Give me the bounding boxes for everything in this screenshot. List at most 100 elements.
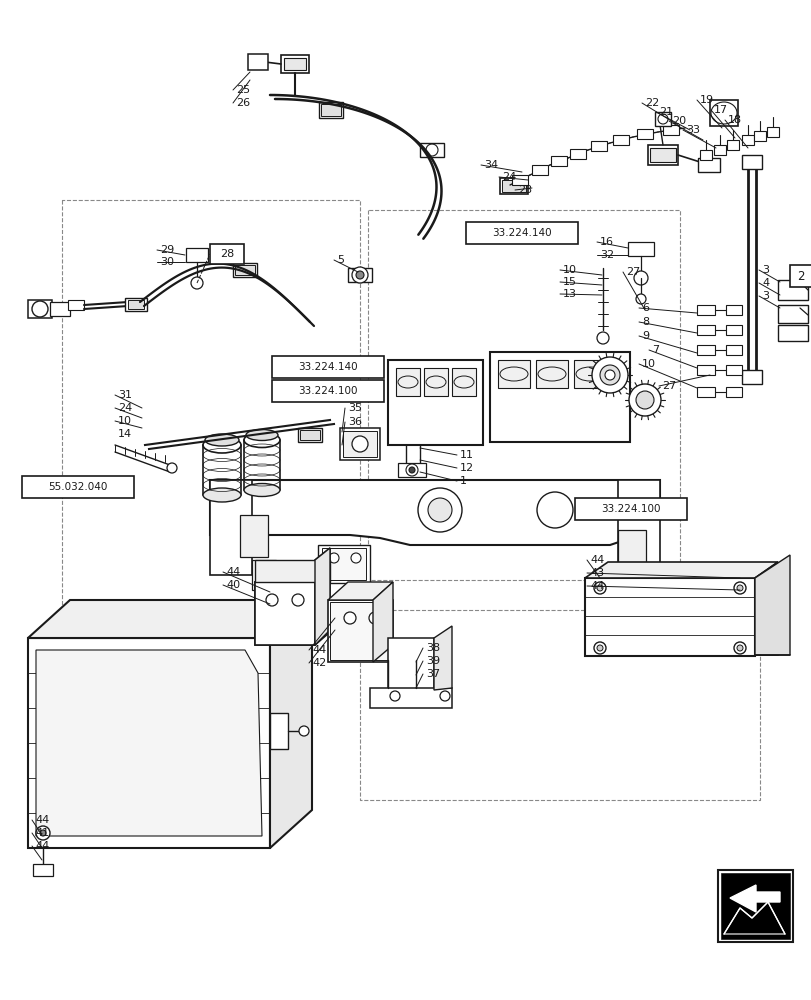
Bar <box>663 125 678 135</box>
Ellipse shape <box>246 430 277 440</box>
Bar <box>388 360 483 445</box>
Ellipse shape <box>243 432 280 448</box>
Text: 24: 24 <box>501 172 516 182</box>
Bar <box>649 148 676 162</box>
Bar <box>240 515 268 557</box>
Bar <box>272 380 384 402</box>
Bar <box>654 112 670 126</box>
Ellipse shape <box>203 488 241 502</box>
Text: 33.224.140: 33.224.140 <box>491 228 551 238</box>
Circle shape <box>733 642 745 654</box>
Circle shape <box>733 582 745 594</box>
Bar <box>281 55 309 73</box>
Text: 44: 44 <box>590 581 603 591</box>
Bar <box>696 387 714 397</box>
Text: 55.032.040: 55.032.040 <box>48 482 108 492</box>
Polygon shape <box>729 885 779 912</box>
Bar <box>726 140 738 150</box>
Bar <box>299 430 320 440</box>
Text: 35: 35 <box>348 403 362 413</box>
Circle shape <box>355 271 363 279</box>
Bar <box>753 131 765 141</box>
Bar <box>569 149 586 159</box>
Text: 40: 40 <box>225 580 240 590</box>
Circle shape <box>736 585 742 591</box>
Bar <box>647 145 677 165</box>
Bar <box>699 150 711 160</box>
Bar <box>574 498 686 520</box>
Bar <box>255 560 329 582</box>
Text: 42: 42 <box>311 658 326 668</box>
Text: 4: 4 <box>761 278 768 288</box>
Circle shape <box>368 612 380 624</box>
Polygon shape <box>210 480 659 545</box>
Bar <box>696 325 714 335</box>
Bar <box>466 222 577 244</box>
Bar <box>777 280 807 300</box>
Text: 11: 11 <box>460 450 474 460</box>
Circle shape <box>350 553 361 563</box>
Bar <box>272 356 384 378</box>
Circle shape <box>599 365 620 385</box>
Bar <box>320 104 341 116</box>
Polygon shape <box>433 626 452 690</box>
Ellipse shape <box>203 437 241 453</box>
Text: 37: 37 <box>426 669 440 679</box>
Circle shape <box>418 488 461 532</box>
Bar <box>489 352 629 442</box>
Bar <box>234 265 255 275</box>
Bar <box>717 870 792 942</box>
Bar <box>777 305 807 323</box>
Bar <box>328 600 393 662</box>
Bar <box>725 365 741 375</box>
Bar <box>725 305 741 315</box>
Bar <box>777 325 807 341</box>
Text: 10: 10 <box>118 416 132 426</box>
Circle shape <box>351 267 367 283</box>
Bar <box>452 368 475 396</box>
Text: 38: 38 <box>426 643 440 653</box>
Bar <box>636 129 652 139</box>
Polygon shape <box>584 562 777 578</box>
Circle shape <box>440 691 449 701</box>
Polygon shape <box>315 548 329 645</box>
Text: 28: 28 <box>220 249 234 259</box>
Circle shape <box>596 332 608 344</box>
Text: 18: 18 <box>727 115 741 125</box>
Circle shape <box>167 463 177 473</box>
Bar <box>501 180 526 192</box>
Circle shape <box>596 645 603 651</box>
Text: 44: 44 <box>311 645 326 655</box>
Bar <box>696 305 714 315</box>
Bar <box>348 268 371 282</box>
Bar <box>612 135 629 145</box>
Circle shape <box>266 594 277 606</box>
Ellipse shape <box>204 434 238 446</box>
Circle shape <box>344 612 355 624</box>
Text: 43: 43 <box>590 568 603 578</box>
Bar <box>725 387 741 397</box>
Bar <box>617 480 659 570</box>
Bar <box>22 476 134 498</box>
Text: 20: 20 <box>672 116 685 126</box>
Bar <box>713 145 725 155</box>
Text: 24: 24 <box>118 403 132 413</box>
Bar <box>720 873 789 939</box>
Text: 10: 10 <box>562 265 577 275</box>
Bar <box>709 100 737 126</box>
Polygon shape <box>36 650 262 836</box>
Text: 10: 10 <box>642 359 655 369</box>
Bar <box>500 178 527 194</box>
Bar <box>741 370 761 384</box>
Polygon shape <box>723 902 784 934</box>
Bar <box>340 428 380 460</box>
Bar <box>584 578 754 656</box>
Circle shape <box>191 277 203 289</box>
Circle shape <box>36 826 50 840</box>
Text: 44: 44 <box>225 567 240 577</box>
Bar <box>388 638 433 690</box>
Bar <box>617 530 646 565</box>
Bar <box>186 248 208 262</box>
Bar <box>50 302 70 316</box>
Text: 44: 44 <box>35 815 49 825</box>
